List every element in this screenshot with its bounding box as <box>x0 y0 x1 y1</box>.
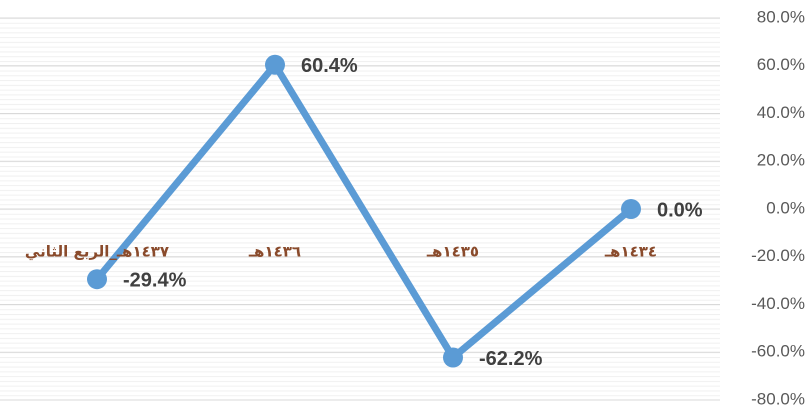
data-label: 60.4% <box>301 55 358 77</box>
marker <box>87 269 107 290</box>
y-tick-label: -20.0% <box>751 246 805 265</box>
x-tick-label: ١٤٣٧هـ_الربع الثاني <box>25 243 169 261</box>
data-label: 0.0% <box>657 199 703 221</box>
data-label: -62.2% <box>479 348 543 370</box>
line <box>94 61 634 362</box>
y-tick-label: 0.0% <box>766 198 805 217</box>
x-tick-label: ١٤٣٤هـ <box>604 243 657 261</box>
data-label: -29.4% <box>123 269 187 291</box>
y-tick-label: 20.0% <box>757 151 805 170</box>
marker <box>621 199 641 219</box>
y-tick-label: -40.0% <box>751 294 805 313</box>
y-tick-label: 40.0% <box>757 103 805 122</box>
x-tick-label: ١٤٣٥هـ <box>426 243 479 261</box>
y-tick-label: 60.0% <box>757 55 805 74</box>
y-tick-label: 80.0% <box>757 7 805 26</box>
y-tick-label: -80.0% <box>751 389 805 408</box>
y-tick-label: -60.0% <box>751 342 805 361</box>
x-tick-label: ١٤٣٦هـ <box>248 243 301 261</box>
marker <box>443 347 463 368</box>
marker <box>265 54 285 75</box>
